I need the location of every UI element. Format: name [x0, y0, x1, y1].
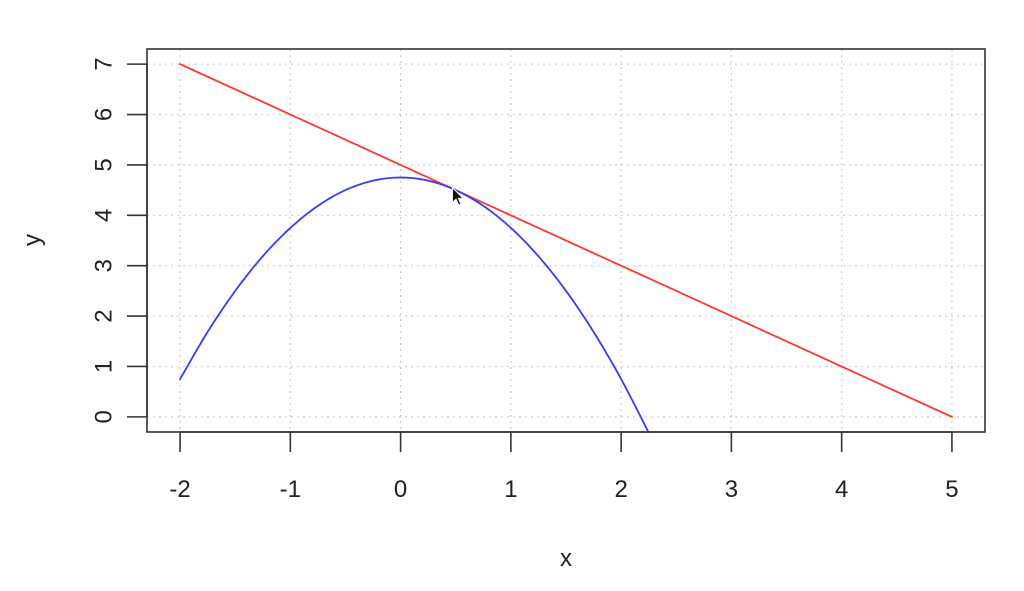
- x-tick-label: 4: [835, 476, 848, 503]
- y-axis-title: y: [19, 234, 46, 246]
- y-tick-label: 1: [91, 360, 118, 373]
- y-axis: 0 1 2 3 4 5 6 7: [91, 57, 148, 424]
- series-line-red: [179, 63, 953, 418]
- series-line-blue: [179, 176, 650, 432]
- x-tick-label: 3: [725, 476, 738, 503]
- cursor-arrow: [451, 186, 465, 206]
- y-tick-label: 3: [91, 259, 118, 272]
- y-tick-label: 5: [91, 158, 118, 171]
- mouse-cursor-icon: [451, 186, 465, 206]
- x-tick-label: 1: [504, 476, 517, 503]
- y-tick-label: 7: [91, 57, 118, 70]
- x-axis-title: x: [560, 545, 572, 572]
- x-axis: -2 -1 0 1 2 3 4 5: [169, 431, 959, 503]
- x-tick-label: 2: [614, 476, 627, 503]
- x-tick-label: 0: [394, 476, 407, 503]
- y-tick-label: 0: [91, 410, 118, 423]
- y-tick-label: 6: [91, 108, 118, 121]
- grid: [147, 49, 985, 432]
- x-tick-label: 5: [945, 476, 958, 503]
- y-tick-label: 2: [91, 309, 118, 322]
- y-tick-label: 4: [91, 209, 118, 222]
- x-tick-label: -2: [169, 476, 190, 503]
- series-group: [179, 63, 953, 432]
- x-tick-label: -1: [280, 476, 301, 503]
